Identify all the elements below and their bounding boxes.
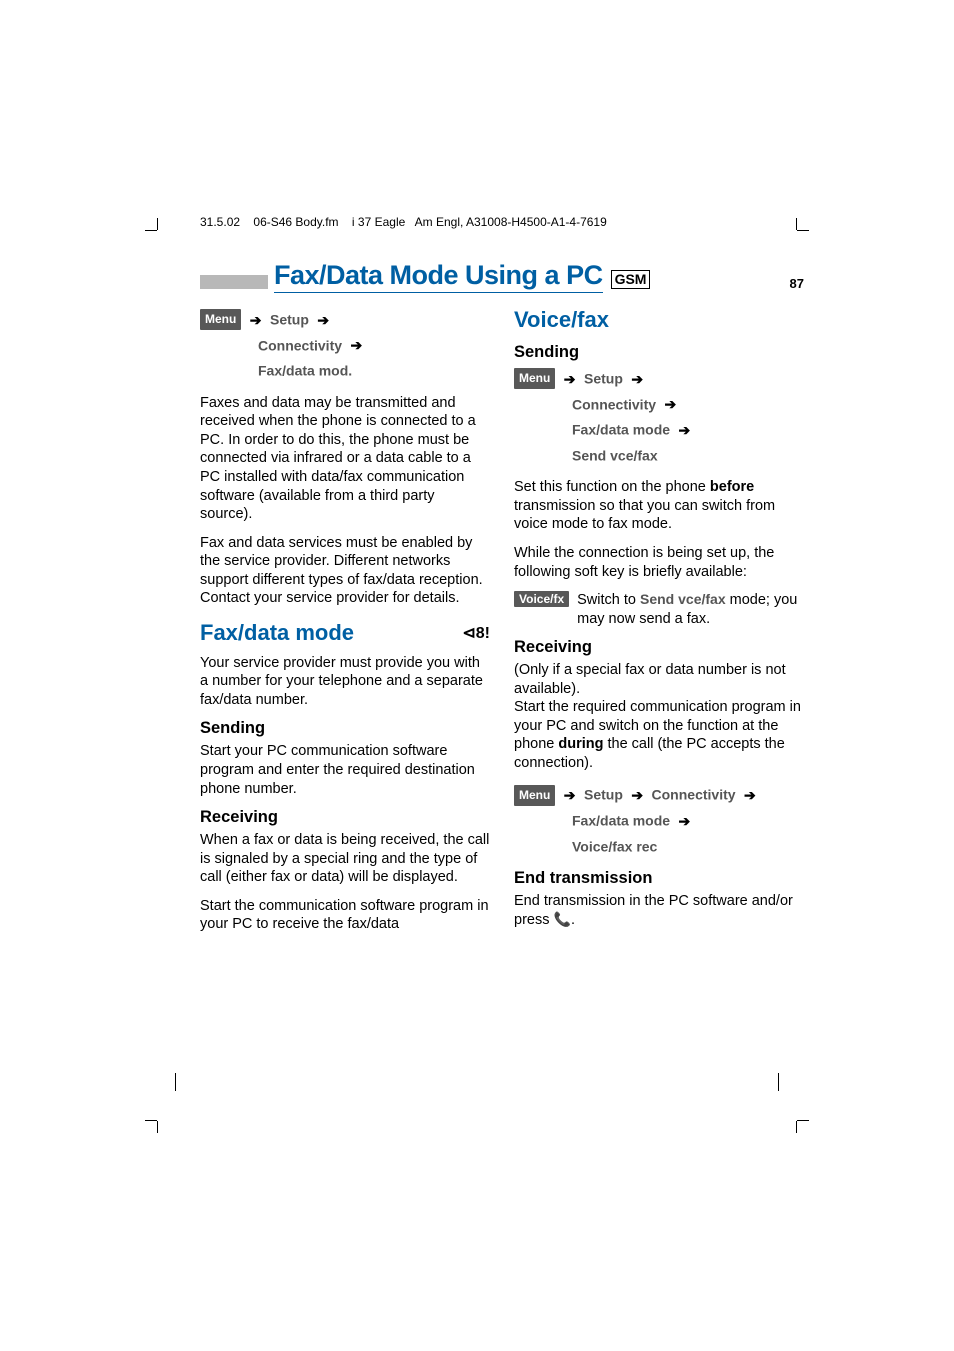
doc-lang: Am Engl [415,215,460,229]
crop-mark [796,218,797,230]
text-run: . [571,912,575,928]
subheading: End transmission [514,869,804,888]
subheading: Sending [200,719,490,738]
path-item: Send vce/fax [572,447,658,463]
bold-text: Send vce/fax [640,591,726,607]
arrow-icon: ➔ [678,419,690,441]
subheading: Sending [514,343,804,362]
path-item: Fax/data mod. [258,363,352,379]
path-item: Connectivity [258,337,342,353]
arrow-icon: ➔ [350,334,362,356]
doc-product: Eagle [375,215,406,229]
body-text: End transmission in the PC software and/… [514,892,804,929]
crop-mark [797,1120,809,1121]
path-item: Setup [270,312,309,328]
subheading: Receiving [514,638,804,657]
path-item: Setup [584,787,623,803]
doc-file: 06-S46 Body.fm [253,215,338,229]
arrow-icon: ➔ [744,784,756,806]
doc-date: 31.5.02 [200,215,240,229]
page-number: 87 [750,276,804,291]
arrow-icon: ➔ [317,309,329,331]
body-text: (Only if a special fax or data number is… [514,661,804,698]
crop-mark [797,230,809,231]
arrow-icon: ➔ [664,393,676,415]
section-heading: Voice/fax [514,307,804,333]
body-text: Your service provider must provide you w… [200,654,490,710]
crop-mark [157,1121,158,1133]
path-item: Fax/data mode [572,813,670,829]
body-text: Start the communication software program… [200,897,490,934]
doc-partno: , A31008-H4500-A1-4-7619 [460,215,607,229]
page-body: Fax/Data Mode Using a PC GSM 87 Menu ➔ S… [200,260,804,1101]
menu-path: Menu ➔ Setup ➔ Connectivity ➔ Fax/data m… [514,782,804,859]
text-run: Set this function on the phone [514,479,710,495]
arrow-icon: ➔ [631,368,643,390]
heading-text: Fax/data mode [200,620,354,646]
arrow-icon: ➔ [564,368,576,390]
service-icon: ⊲8! [462,623,490,643]
path-item: Connectivity [652,787,736,803]
bold-text: before [710,479,754,495]
arrow-icon: ➔ [564,784,576,806]
right-column: Voice/fax Sending Menu ➔ Setup ➔ Connect… [514,307,804,944]
heading-text: Voice/fax [514,307,609,333]
path-item: Voice/fax rec [572,838,657,854]
menu-path: Menu ➔ Setup ➔ Connectivity ➔ Fax/data m… [514,366,804,468]
bold-text: during [558,736,603,752]
arrow-icon: ➔ [631,784,643,806]
path-item: Fax/data mode [572,422,670,438]
crop-mark [145,230,157,231]
arrow-icon: ➔ [678,810,690,832]
columns: Menu ➔ Setup ➔ Connectivity ➔ Fax/data m… [200,307,804,944]
left-column: Menu ➔ Setup ➔ Connectivity ➔ Fax/data m… [200,307,490,944]
crop-mark [157,218,158,230]
crop-mark [175,1073,176,1091]
gsm-badge: GSM [611,270,651,289]
subheading: Receiving [200,808,490,827]
text-run: Switch to [577,592,640,608]
page-title: Fax/Data Mode Using a PC [274,260,603,293]
body-text: When a fax or data is being received, th… [200,831,490,887]
menu-button: Menu [514,785,555,806]
section-heading: Fax/data mode ⊲8! [200,620,490,646]
menu-button: Menu [514,368,555,389]
body-text: Start your PC communication software pro… [200,742,490,798]
crop-mark [796,1121,797,1133]
doc-rev: i 37 [352,215,371,229]
body-text: Faxes and data may be transmitted and re… [200,394,490,524]
softkey-button: Voice/fx [514,591,569,607]
softkey-row: Voice/fx Switch to Send vce/fax mode; yo… [514,591,804,628]
doc-header: 31.5.02 06-S46 Body.fm i 37 Eagle Am Eng… [200,215,607,229]
menu-path: Menu ➔ Setup ➔ Connectivity ➔ Fax/data m… [200,307,490,384]
title-row: Fax/Data Mode Using a PC GSM 87 [200,260,804,293]
path-item: Connectivity [572,396,656,412]
arrow-icon: ➔ [250,309,262,331]
body-text: While the connection is being set up, th… [514,544,804,581]
crop-mark [145,1120,157,1121]
menu-button: Menu [200,309,241,330]
title-bar [200,275,268,289]
softkey-desc: Switch to Send vce/fax mode; you may now… [577,591,804,628]
body-text: Start the required communication program… [514,698,804,772]
end-call-icon: 📞 [554,911,571,927]
text-run: transmission so that you can switch from… [514,498,775,533]
body-text: Fax and data services must be enabled by… [200,534,490,608]
body-text: Set this function on the phone before tr… [514,478,804,534]
path-item: Setup [584,371,623,387]
